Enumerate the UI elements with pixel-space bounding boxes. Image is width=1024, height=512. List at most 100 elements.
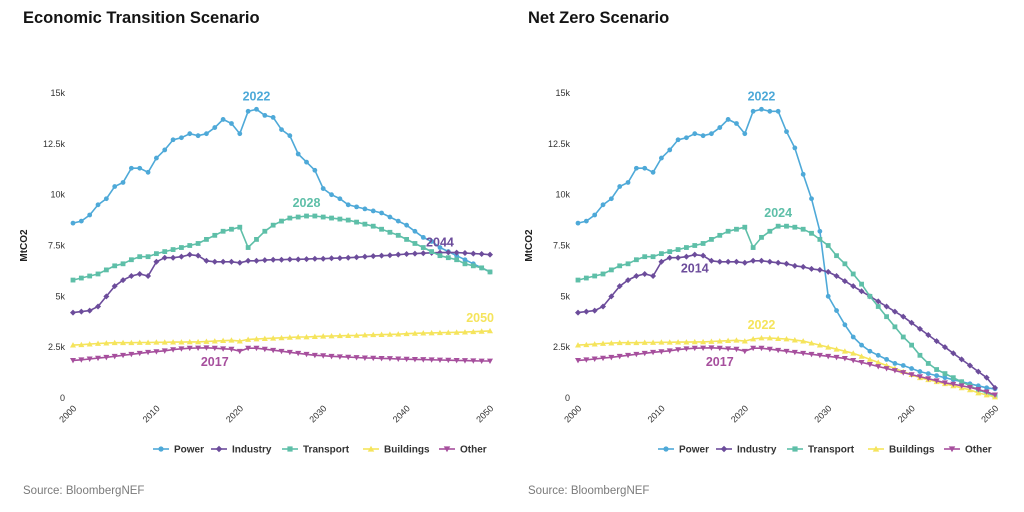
data-point-industry <box>950 350 957 357</box>
data-point-industry <box>916 325 923 332</box>
data-point-buildings <box>478 328 485 334</box>
data-point-transport <box>329 215 334 221</box>
data-point-industry <box>178 253 185 260</box>
series-line-buildings <box>577 337 996 398</box>
data-point-power <box>154 155 159 161</box>
data-point-industry <box>941 344 948 351</box>
data-point-industry <box>478 251 485 258</box>
data-point-transport <box>128 257 134 263</box>
x-tick-label: 2050 <box>474 403 495 424</box>
data-point-transport <box>700 241 706 246</box>
data-point-transport <box>195 241 201 246</box>
data-point-buildings <box>600 340 607 346</box>
data-point-power <box>684 135 689 141</box>
data-point-power <box>337 196 343 202</box>
data-point-industry <box>378 252 385 259</box>
data-point-other <box>411 356 418 363</box>
data-point-other <box>833 354 840 361</box>
data-point-transport <box>229 226 234 232</box>
data-point-power <box>909 366 914 371</box>
data-point-industry <box>195 252 202 259</box>
y-tick-label: 2.5k <box>553 342 571 352</box>
data-point-other <box>153 349 160 355</box>
y-tick-label: 10k <box>555 190 570 200</box>
data-point-buildings <box>186 338 193 345</box>
data-point-transport <box>784 223 789 229</box>
data-point-transport <box>437 253 443 259</box>
data-point-industry <box>470 250 477 257</box>
data-point-transport <box>412 241 418 246</box>
data-point-power <box>362 206 368 212</box>
data-point-industry <box>616 283 623 290</box>
data-point-industry <box>103 293 110 300</box>
data-point-industry <box>583 308 590 315</box>
data-point-power <box>429 239 435 244</box>
data-point-other <box>675 347 682 353</box>
data-point-other <box>866 362 873 368</box>
data-point-power <box>759 106 764 112</box>
data-point-other <box>445 357 452 364</box>
data-point-other <box>791 349 798 356</box>
data-point-transport <box>137 254 143 260</box>
x-tick-label: 2020 <box>729 403 750 424</box>
series-line-industry <box>577 253 996 389</box>
data-point-other <box>453 357 460 364</box>
data-point-other <box>170 347 177 353</box>
legend-item-buildings: Buildings <box>868 445 935 456</box>
legend-label: Industry <box>737 445 777 456</box>
data-point-other <box>336 354 343 360</box>
data-point-transport <box>717 232 723 238</box>
data-point-industry <box>733 258 740 265</box>
data-point-transport <box>179 245 184 250</box>
x-tick-label: 2030 <box>307 403 328 424</box>
data-point-transport <box>120 261 126 267</box>
data-point-industry <box>345 254 352 261</box>
data-point-power <box>900 363 906 368</box>
legend-item-power: Power <box>153 445 204 456</box>
data-point-transport <box>429 249 435 254</box>
data-point-other <box>975 387 982 393</box>
data-point-power <box>917 369 923 374</box>
data-point-buildings <box>591 341 598 347</box>
data-point-buildings <box>70 342 76 348</box>
data-point-industry <box>891 308 898 315</box>
data-point-buildings <box>675 339 682 345</box>
data-point-transport <box>592 273 598 279</box>
data-point-industry <box>136 270 143 277</box>
data-point-power <box>179 135 184 141</box>
data-point-transport <box>70 277 76 283</box>
data-point-buildings <box>211 338 218 344</box>
data-point-transport <box>834 253 839 259</box>
data-point-power <box>379 210 384 216</box>
annotation-industry: 2014 <box>681 262 709 276</box>
data-point-industry <box>286 256 293 263</box>
data-point-transport <box>675 247 681 252</box>
data-point-buildings <box>136 339 143 345</box>
data-point-buildings <box>625 339 632 346</box>
data-point-buildings <box>666 339 673 345</box>
data-point-other <box>378 355 385 362</box>
data-point-transport <box>625 261 631 267</box>
data-point-transport <box>204 237 209 242</box>
data-point-power <box>370 208 376 214</box>
data-point-buildings <box>850 350 857 356</box>
data-point-power <box>204 131 209 137</box>
data-point-transport <box>775 223 781 229</box>
data-point-power <box>625 180 631 185</box>
data-point-industry <box>186 251 193 258</box>
x-tick-label: 2040 <box>896 403 917 424</box>
data-point-transport <box>684 245 689 250</box>
series-power <box>70 106 493 275</box>
y-tick-label: 15k <box>555 88 570 98</box>
data-point-buildings <box>783 336 790 342</box>
data-point-industry <box>70 309 76 316</box>
data-point-industry <box>361 253 368 260</box>
data-point-industry <box>791 262 798 269</box>
y-tick-label: 12.5k <box>43 139 66 149</box>
data-point-buildings <box>395 331 402 337</box>
series-other <box>575 345 998 398</box>
data-point-power <box>934 373 940 379</box>
y-tick-label: 0 <box>565 393 570 403</box>
data-point-transport <box>767 228 773 234</box>
data-point-buildings <box>800 338 807 344</box>
